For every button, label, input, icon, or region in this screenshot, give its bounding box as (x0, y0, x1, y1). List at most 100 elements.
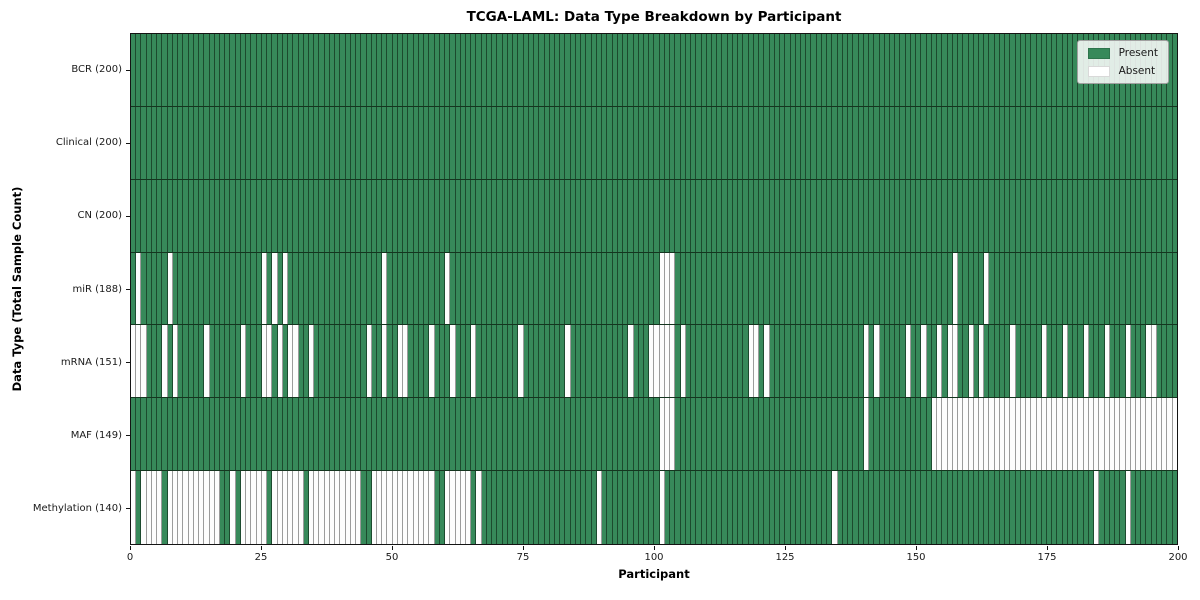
absent-cell (654, 325, 660, 398)
present-cell (795, 325, 801, 398)
present-cell (1015, 252, 1021, 325)
absent-cell (958, 398, 964, 471)
present-cell (518, 252, 524, 325)
present-cell (167, 179, 173, 252)
present-cell (418, 179, 425, 252)
present-cell (523, 325, 529, 398)
present-cell (785, 106, 791, 179)
present-cell (696, 179, 702, 252)
absent-cell (366, 325, 372, 398)
present-cell (832, 179, 838, 252)
present-cell (1120, 325, 1126, 398)
present-cell (612, 325, 618, 398)
absent-cell (1041, 398, 1048, 471)
present-cell (1052, 325, 1058, 398)
present-cell (570, 398, 576, 471)
x-tick-mark (785, 546, 786, 550)
present-cell (1120, 252, 1126, 325)
present-cell (1057, 252, 1063, 325)
present-cell (1036, 471, 1042, 544)
present-cell (1005, 325, 1011, 398)
absent-cell (471, 325, 477, 398)
present-cell (219, 252, 226, 325)
present-cell (523, 471, 529, 544)
present-cell (356, 325, 362, 398)
present-cell (256, 398, 262, 471)
present-cell (638, 179, 644, 252)
absent-cell (382, 471, 388, 544)
present-cell (172, 34, 179, 106)
absent-cell (1078, 398, 1084, 471)
present-cell (1136, 325, 1142, 398)
present-cell (335, 325, 341, 398)
present-cell (712, 106, 718, 179)
present-cell (680, 179, 686, 252)
present-cell (1125, 252, 1131, 325)
present-cell (450, 34, 456, 106)
present-cell (1062, 471, 1068, 544)
present-cell (863, 179, 870, 252)
present-cell (643, 106, 650, 179)
absent-cell (293, 325, 299, 398)
present-cell (554, 179, 561, 252)
present-cell (199, 179, 205, 252)
absent-cell (256, 471, 262, 544)
present-cell (701, 34, 707, 106)
absent-cell (748, 325, 754, 398)
present-cell (958, 179, 964, 252)
present-cell (329, 106, 336, 179)
absent-cell (1031, 398, 1037, 471)
present-cell (1104, 106, 1110, 179)
absent-cell (240, 325, 247, 398)
present-cell (570, 252, 576, 325)
present-cell (675, 398, 681, 471)
present-cell (617, 471, 624, 544)
absent-cell (240, 471, 247, 544)
present-cell (382, 106, 388, 179)
present-cell (288, 179, 294, 252)
present-cell (591, 252, 597, 325)
present-cell (842, 179, 849, 252)
present-cell (790, 252, 796, 325)
absent-cell (952, 398, 959, 471)
present-cell (905, 179, 911, 252)
present-cell (764, 252, 770, 325)
present-cell (968, 106, 974, 179)
present-cell (445, 179, 451, 252)
present-cell (900, 34, 906, 106)
present-cell (267, 471, 273, 544)
present-cell (942, 106, 948, 179)
present-cell (371, 179, 378, 252)
present-cell (759, 325, 765, 398)
absent-cell (874, 325, 880, 398)
present-cell (821, 106, 828, 179)
present-cell (780, 34, 786, 106)
present-cell (1130, 252, 1136, 325)
present-cell (131, 106, 137, 179)
present-cell (204, 34, 210, 106)
present-cell (324, 179, 330, 252)
present-cell (638, 252, 644, 325)
absent-cell (832, 471, 838, 544)
present-cell (1115, 471, 1121, 544)
present-cell (701, 398, 707, 471)
heatmap-row-BCR (131, 34, 1177, 107)
present-cell (649, 34, 655, 106)
present-cell (272, 179, 278, 252)
present-cell (523, 252, 529, 325)
present-cell (1020, 106, 1027, 179)
present-cell (706, 325, 713, 398)
absent-cell (947, 325, 953, 398)
present-cell (1047, 471, 1053, 544)
present-cell (706, 398, 713, 471)
present-cell (1073, 179, 1079, 252)
absent-cell (1162, 398, 1168, 471)
absent-cell (418, 471, 425, 544)
present-cell (649, 398, 655, 471)
present-cell (204, 106, 210, 179)
present-cell (481, 471, 487, 544)
present-cell (350, 34, 357, 106)
x-tick-mark (261, 546, 262, 550)
present-cell (1088, 325, 1095, 398)
present-cell (131, 252, 137, 325)
